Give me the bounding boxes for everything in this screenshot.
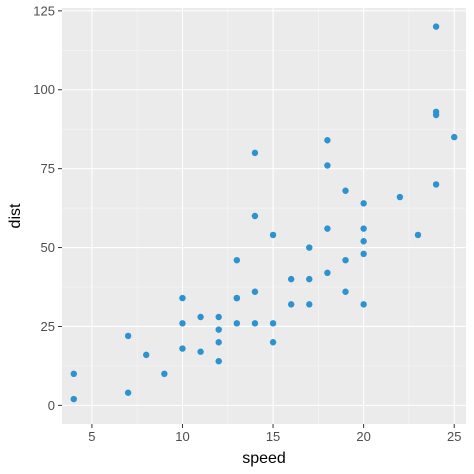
scatter-point [360,250,367,258]
scatter-point [324,162,331,169]
scatter-point [124,332,132,340]
y-tick-label: 100 [33,82,55,97]
scatter-point [269,339,277,346]
y-tick-label: 0 [48,398,55,413]
scatter-point [233,294,241,302]
scatter-point [70,395,77,403]
scatter-point [143,351,150,359]
scatter-point [360,238,367,245]
scatter-point [324,269,331,277]
scatter-point [324,225,331,232]
scatter-point [360,225,367,232]
scatter-point [251,212,259,220]
scatter-point [306,244,313,251]
x-tick-label: 10 [175,429,189,444]
scatter-point [179,294,186,302]
x-tick-label: 20 [356,429,370,444]
y-tick-label: 75 [41,161,55,176]
scatter-point [215,357,222,365]
x-tick-label: 25 [447,429,461,444]
scatter-point [324,137,331,144]
scatter-point [179,345,186,352]
scatter-point [342,187,349,194]
scatter-point [287,275,295,283]
scatter-point [124,389,132,396]
scatter-point [342,256,349,264]
scatter-point [251,288,259,295]
scatter-point [251,149,259,157]
scatter-point [306,275,313,283]
y-axis: 0 25 50 75 100 125 [33,3,62,413]
y-tick-label: 25 [41,319,55,334]
scatter-point [269,231,277,239]
scatter-point [161,370,168,378]
scatter-point [251,320,259,327]
scatter-point [215,313,222,321]
scatter-point [215,339,222,346]
plot-panel [62,8,466,424]
scatter-point [451,133,458,141]
scatter-point [287,301,295,308]
scatter-point [432,108,440,116]
y-tick-label: 50 [41,240,55,255]
scatter-point [215,326,222,333]
x-axis: 5 10 15 20 25 [88,424,461,444]
x-axis-title: speed [242,450,286,467]
scatter-point [179,320,186,327]
y-axis-title: dist [7,203,24,228]
scatter-point [360,200,367,207]
x-tick-label: 5 [88,429,95,444]
scatter-point [432,181,440,188]
x-tick-label: 15 [266,429,280,444]
scatter-point [432,23,440,30]
scatter-point [233,320,241,327]
scatter-point [269,320,277,327]
scatter-point [396,193,404,201]
data-points [70,23,458,403]
scatter-point [306,301,313,308]
scatter-point [233,256,241,264]
scatter-point [197,348,204,355]
scatter-point [414,231,422,239]
scatter-point [197,313,204,321]
y-tick-label: 125 [33,3,55,18]
gridlines [62,8,466,424]
scatter-point [70,370,77,378]
scatter-point [360,301,367,308]
scatter-point [342,288,349,295]
